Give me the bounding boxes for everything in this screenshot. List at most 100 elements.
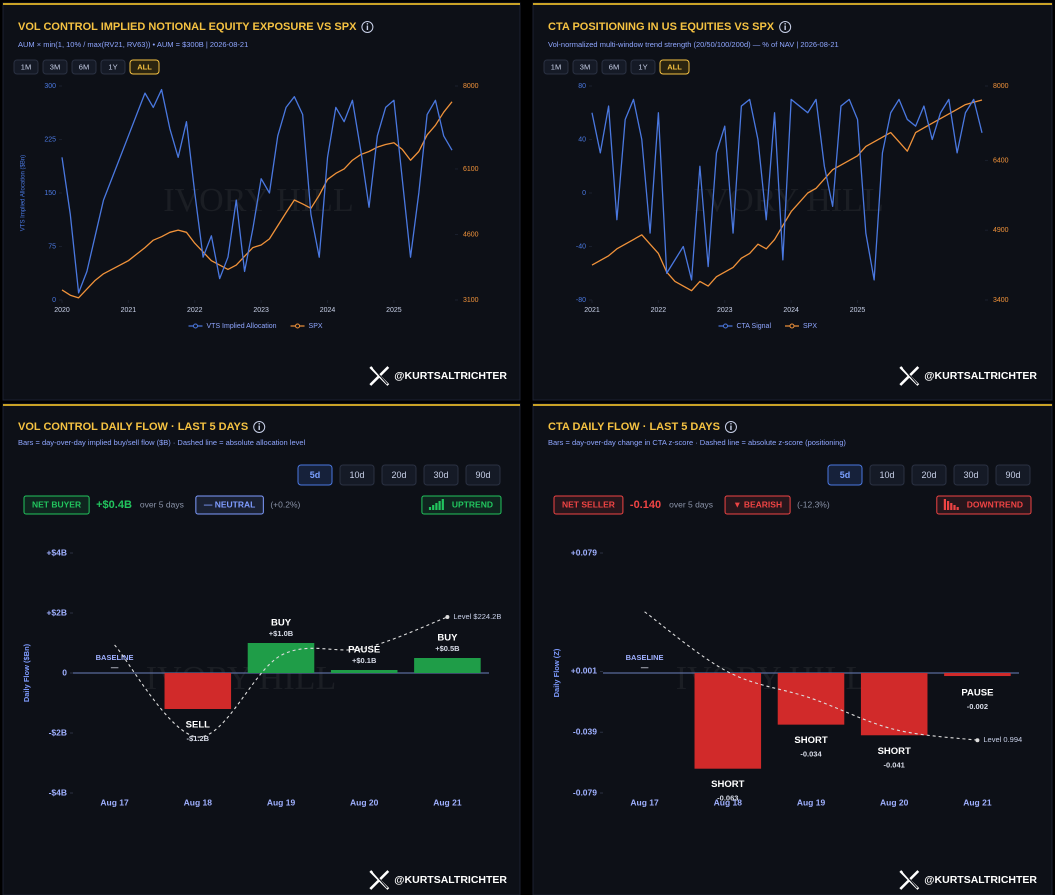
- chart-title: VOL CONTROL IMPLIED NOTIONAL EQUITY EXPO…: [18, 21, 357, 33]
- info-icon[interactable]: [253, 421, 266, 433]
- x-tick-label: Aug 20: [880, 797, 909, 807]
- range-button[interactable]: [995, 464, 1031, 486]
- y-tick-label: 80: [578, 83, 586, 90]
- y2-tick-label: 3400: [993, 297, 1009, 304]
- range-button-label[interactable]: ALL: [137, 62, 152, 71]
- range-button[interactable]: [601, 59, 627, 75]
- range-button[interactable]: [297, 464, 333, 486]
- range-button-label[interactable]: 10d: [349, 470, 364, 480]
- range-button[interactable]: [630, 59, 656, 75]
- watermark: IVORY HILL: [693, 182, 883, 219]
- status-badge-label: — NEUTRAL: [204, 499, 255, 509]
- trend-icon-bar: [953, 505, 956, 510]
- trend-icon-bar: [946, 501, 950, 510]
- summary-text: (-12.3%): [797, 499, 830, 509]
- range-button[interactable]: [465, 464, 501, 486]
- range-button[interactable]: [100, 59, 126, 75]
- range-button-label[interactable]: 5d: [310, 470, 321, 480]
- range-button[interactable]: [13, 59, 39, 75]
- range-button-label[interactable]: 6M: [609, 62, 619, 71]
- y-tick-label: 0: [582, 190, 586, 197]
- range-button[interactable]: [423, 464, 459, 486]
- y-tick-label: -80: [576, 297, 586, 304]
- value-label: -$1.2B: [187, 734, 210, 743]
- chart-subtitle: AUM × min(1, 10% / max(RV21, RV63)) • AU…: [18, 40, 248, 49]
- status-label: PAUSE: [348, 645, 380, 656]
- legend-swatch-dot: [193, 323, 198, 329]
- legend-label[interactable]: VTS Implied Allocation: [207, 323, 277, 330]
- range-button-label[interactable]: 6M: [79, 62, 89, 71]
- y2-tick-label: 6400: [993, 157, 1009, 164]
- range-button[interactable]: [953, 464, 989, 486]
- range-button[interactable]: [572, 59, 598, 75]
- status-badge: [195, 495, 264, 515]
- range-button-label[interactable]: 3M: [50, 62, 60, 71]
- range-button-label[interactable]: 30d: [963, 470, 978, 480]
- x-tick-label: 2024: [320, 307, 336, 314]
- info-icon[interactable]: [779, 21, 792, 33]
- y-axis-label: Daily Flow ($Bn): [22, 643, 31, 702]
- x-tick-label: 2025: [850, 307, 866, 314]
- range-button-label[interactable]: 10d: [879, 470, 894, 480]
- range-button[interactable]: [827, 464, 863, 486]
- y-tick-label: +0.079: [571, 547, 598, 557]
- y-tick-label: -0.039: [573, 726, 597, 736]
- trend-icon-bar: [438, 501, 441, 510]
- y-tick-label: 40: [578, 136, 586, 143]
- range-button[interactable]: [129, 59, 160, 75]
- trend-icon-bar: [943, 499, 946, 510]
- range-button-label[interactable]: 1Y: [108, 62, 117, 71]
- bar: [944, 673, 1011, 677]
- range-button-label[interactable]: ALL: [667, 62, 682, 71]
- y-tick-label: 150: [44, 190, 56, 197]
- chart-subtitle: Bars = day-over-day implied buy/sell flo…: [18, 438, 306, 447]
- status-label: BASELINE: [96, 653, 134, 662]
- range-button-label[interactable]: 20d: [391, 470, 406, 480]
- x-tick-label: 2023: [717, 307, 733, 314]
- range-button[interactable]: [543, 59, 569, 75]
- info-icon-dot: [258, 423, 261, 425]
- range-button-label[interactable]: 1M: [551, 62, 561, 71]
- panel-top-border: [3, 3, 520, 5]
- x-tick-label: Aug 19: [267, 797, 296, 807]
- trend-icon-bar: [441, 499, 444, 510]
- range-button-label[interactable]: 1Y: [638, 62, 647, 71]
- legend-label[interactable]: SPX: [803, 323, 817, 330]
- summary-text: over 5 days: [140, 499, 184, 509]
- legend-label[interactable]: SPX: [309, 323, 323, 330]
- status-label: SELL: [186, 720, 210, 731]
- value-label: -0.063: [717, 794, 738, 803]
- info-icon[interactable]: [724, 421, 737, 433]
- range-button[interactable]: [339, 464, 375, 486]
- range-button-label[interactable]: 30d: [433, 470, 448, 480]
- range-button[interactable]: [381, 464, 417, 486]
- y-axis-label: Daily Flow (Z): [552, 648, 561, 697]
- legend-label[interactable]: CTA Signal: [737, 323, 772, 330]
- value-label: +$1.0B: [269, 629, 294, 638]
- chart-title: VOL CONTROL DAILY FLOW · LAST 5 DAYS: [18, 421, 248, 433]
- y2-tick-label: 6100: [463, 166, 479, 173]
- range-button-label[interactable]: 20d: [921, 470, 936, 480]
- x-tick-label: Aug 18: [714, 797, 743, 807]
- y-tick-label: -40: [576, 243, 586, 250]
- x-tick-label: Aug 17: [100, 797, 129, 807]
- range-button[interactable]: [71, 59, 97, 75]
- x-tick-label: 2023: [253, 307, 269, 314]
- range-button-label[interactable]: 3M: [580, 62, 590, 71]
- x-logo-inner: [902, 871, 918, 889]
- x-tick-label: Aug 21: [433, 797, 462, 807]
- range-button[interactable]: [42, 59, 68, 75]
- y-tick-label: +0.001: [571, 666, 598, 676]
- social-handle: @KURTSALTRICHTER: [394, 370, 507, 382]
- range-button[interactable]: [911, 464, 947, 486]
- status-badge-label: NET SELLER: [562, 499, 615, 509]
- bar: [330, 670, 398, 673]
- range-button[interactable]: [869, 464, 905, 486]
- range-button[interactable]: [659, 59, 690, 75]
- range-button-label[interactable]: 90d: [1005, 470, 1020, 480]
- info-icon[interactable]: [361, 21, 374, 33]
- range-button-label[interactable]: 90d: [475, 470, 490, 480]
- x-tick-label: 2021: [121, 307, 137, 314]
- range-button-label[interactable]: 1M: [21, 62, 31, 71]
- range-button-label[interactable]: 5d: [840, 470, 851, 480]
